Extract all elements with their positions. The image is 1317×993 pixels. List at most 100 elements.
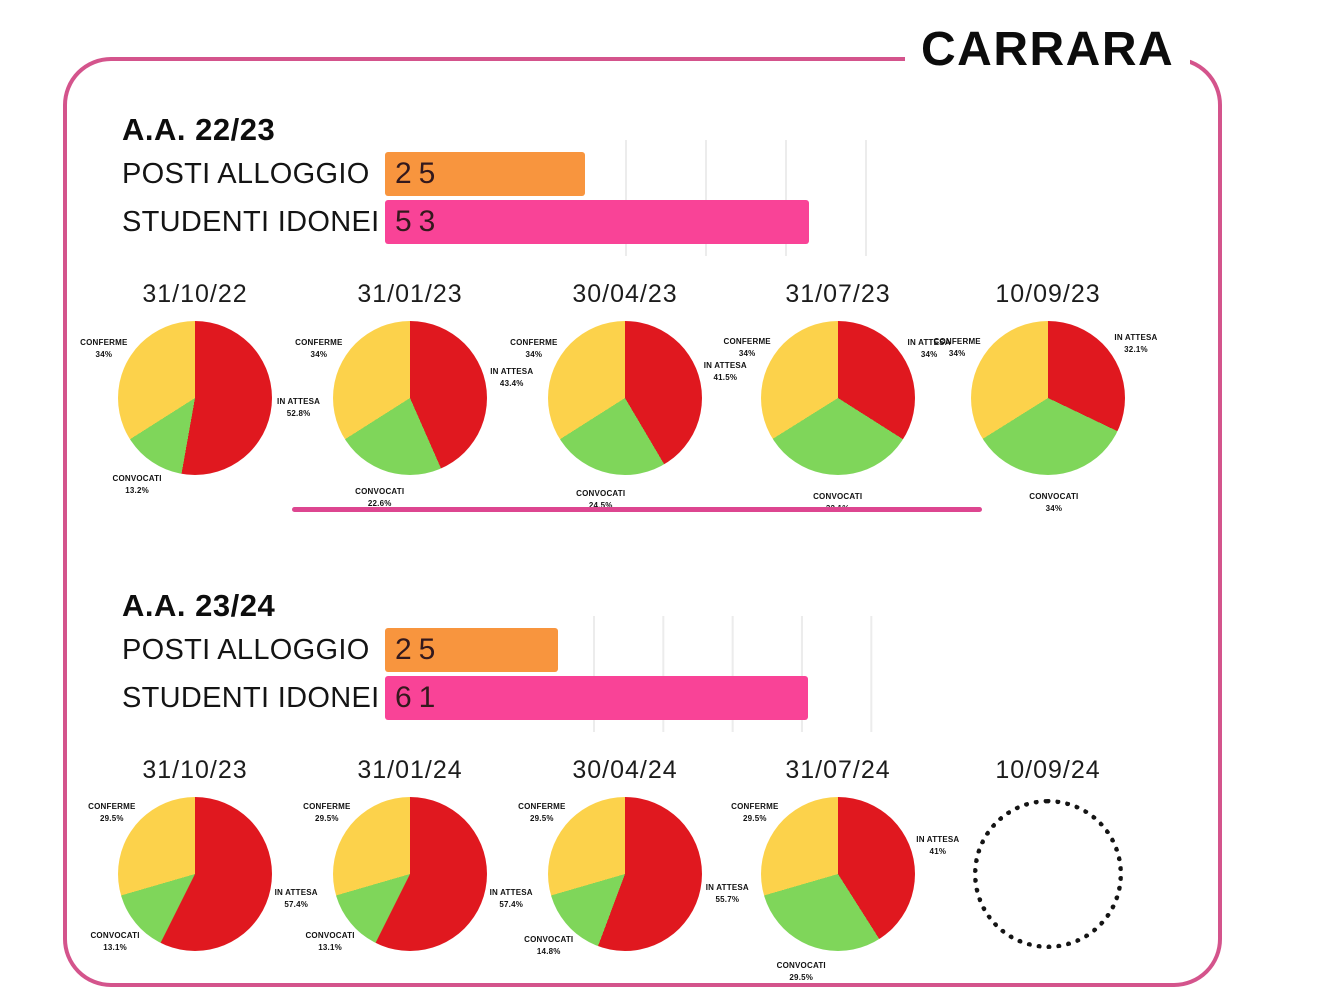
slice-name: IN ATTESA [703,360,747,370]
bar-row-label: STUDENTI IDONEI [122,681,380,714]
slice-percent: 55.7% [715,894,740,904]
pie-slice-label-conferme: CONFERME 34% [699,336,795,360]
pie-slice-label-conferme: CONFERME 34% [56,337,152,361]
slice-percent: 41% [929,846,947,856]
pie-slice-label-in-attesa: IN ATTESA 55.7% [679,882,775,906]
pie-date-title: 31/01/23 [357,280,463,308]
pie-date-title: 30/04/24 [572,756,678,784]
bar-row-label: POSTI ALLOGGIO [122,157,370,190]
slice-name: CONVOCATI [576,489,626,499]
slice-percent: 32.1% [1124,344,1148,354]
bar-row-studenti-idonei: STUDENTI IDONEI 53 [122,200,905,244]
pie-chart-31-01-24: 31/01/24 IN ATTESA 57.4% CONVOCATI 13.1% CONF… [303,748,532,993]
empty-pie-placeholder [973,799,1123,949]
slice-name: CONFERME [518,801,566,811]
slice-percent: 29.5% [99,813,124,823]
slice-name: CONVOCATI [90,930,140,940]
pie-slice-label-conferme: CONFERME 29.5% [64,801,160,825]
slice-percent: 22.6% [367,499,392,509]
pie-slice-label-convocati: CONVOCATI 24.5% [553,488,649,512]
slice-percent: 24.5% [588,501,613,511]
pie-slice-label-convocati: CONVOCATI 14.8% [501,934,597,958]
pie-slice-label-convocati: CONVOCATI 13.1% [282,930,378,954]
pie-slice-label-convocati: CONVOCATI 13.2% [89,473,185,497]
slice-name: CONVOCATI [1029,491,1079,501]
slice-name: CONVOCATI [524,934,574,944]
bar-row-posti-alloggio: POSTI ALLOGGIO 25 [122,152,905,196]
section-heading: A.A. 22/23 [122,112,276,147]
pie-chart-31-01-23: 31/01/23 IN ATTESA 43.4% CONVOCATI 22.6% CONF… [295,272,533,562]
bar-rows: POSTI ALLOGGIO 25 STUDENTI IDONEI 53 [122,152,905,244]
slice-percent: 57.4% [284,899,309,909]
slice-name: CONVOCATI [112,474,162,484]
slice-percent: 34% [920,349,938,359]
slice-percent: 57.4% [499,899,524,909]
pie-slice-label-in-attesa: IN ATTESA 41.5% [677,360,773,384]
pie-date-title: 31/10/22 [142,280,248,308]
slice-name: IN ATTESA [490,366,534,376]
slice-percent: 29.5% [789,973,814,983]
bar-track: 61 [385,676,905,720]
section-divider [292,507,982,512]
pie-slice-label-convocati: CONVOCATI 22.6% [332,486,428,510]
pie-slice-label-conferme: CONFERME 29.5% [494,801,590,825]
bar-value: 53 [395,205,443,238]
pie-chart-31-10-23: 31/10/23 IN ATTESA 57.4% CONVOCATI 13.1% CONF… [88,748,317,993]
pie-circle [971,321,1125,475]
slice-name: IN ATTESA [705,882,749,892]
pie-circle [118,321,272,475]
slice-percent: 13.1% [103,942,127,952]
bar-value: 61 [395,681,443,714]
slice-name: IN ATTESA [274,887,318,897]
slice-name: CONFERME [933,337,981,347]
card-frame [63,57,1222,987]
pie-slice-label-convocati: CONVOCATI 13.1% [67,930,163,954]
slice-name: CONVOCATI [355,487,405,497]
pie-slice-label-in-attesa: IN ATTESA 34% [881,337,977,361]
pie-chart-10-09-23: 10/09/23 IN ATTESA 32.1% CONVOCATI 34% CONFER… [933,272,1157,562]
slice-name: CONVOCATI [776,961,826,971]
pie-date-title: 31/10/23 [142,756,248,784]
slice-percent: 13.1% [318,942,342,952]
pie-slice-label-conferme: CONFERME 34% [271,337,367,361]
slice-name: IN ATTESA [1114,332,1158,342]
slice-percent: 34% [310,349,328,359]
pie-chart-31-07-24: 31/07/24 IN ATTESA 41% CONVOCATI 29.5% CONFER… [731,748,959,993]
slice-name: CONVOCATI [813,491,863,501]
pie-circle [548,797,702,951]
pie-chart-10-09-24: 10/09/24 [941,748,1155,993]
pie-circle [333,321,487,475]
pie-slice-label-in-attesa: IN ATTESA 43.4% [464,366,560,390]
slice-name: IN ATTESA [489,887,533,897]
pie-circle [761,797,915,951]
section-a-a-22-23: A.A. 22/23 POSTI ALLOGGIO 25 STUDENTI IDONE… [0,112,1317,592]
slice-percent: 41.5% [713,372,738,382]
slice-percent: 52.8% [286,409,311,419]
pie-chart-30-04-23: 30/04/23 IN ATTESA 41.5% CONVOCATI 24.5% CONF… [510,272,747,562]
pie-slice-label-in-attesa: IN ATTESA 57.4% [248,887,344,911]
slice-name: CONFERME [731,801,779,811]
bar-track: 25 [385,628,905,672]
pie-circle [333,797,487,951]
slice-percent: 14.8% [536,946,561,956]
bar-row-label: POSTI ALLOGGIO [122,633,370,666]
section-heading: A.A. 23/24 [122,588,276,623]
slice-percent: 34% [738,349,756,359]
bar-studenti-idonei: 61 [385,676,808,720]
pie-slice-label-convocati: CONVOCATI 34% [1006,491,1102,515]
slice-percent: 13.2% [125,486,149,496]
bar-row-label: STUDENTI IDONEI [122,205,380,238]
slice-name: CONFERME [510,337,558,347]
slice-percent: 34% [95,349,113,359]
pie-circle [548,321,702,475]
slice-name: CONVOCATI [305,930,355,940]
slice-name: CONFERME [88,801,136,811]
bar-row-posti-alloggio: POSTI ALLOGGIO 25 [122,628,905,672]
slice-name: CONFERME [723,337,771,347]
pie-chart-30-04-24: 30/04/24 IN ATTESA 55.7% CONVOCATI 14.8% CONF… [518,748,749,993]
pie-slice-label-conferme: CONFERME 34% [909,336,1005,360]
slice-name: CONFERME [295,337,343,347]
slice-name: IN ATTESA [907,337,951,347]
